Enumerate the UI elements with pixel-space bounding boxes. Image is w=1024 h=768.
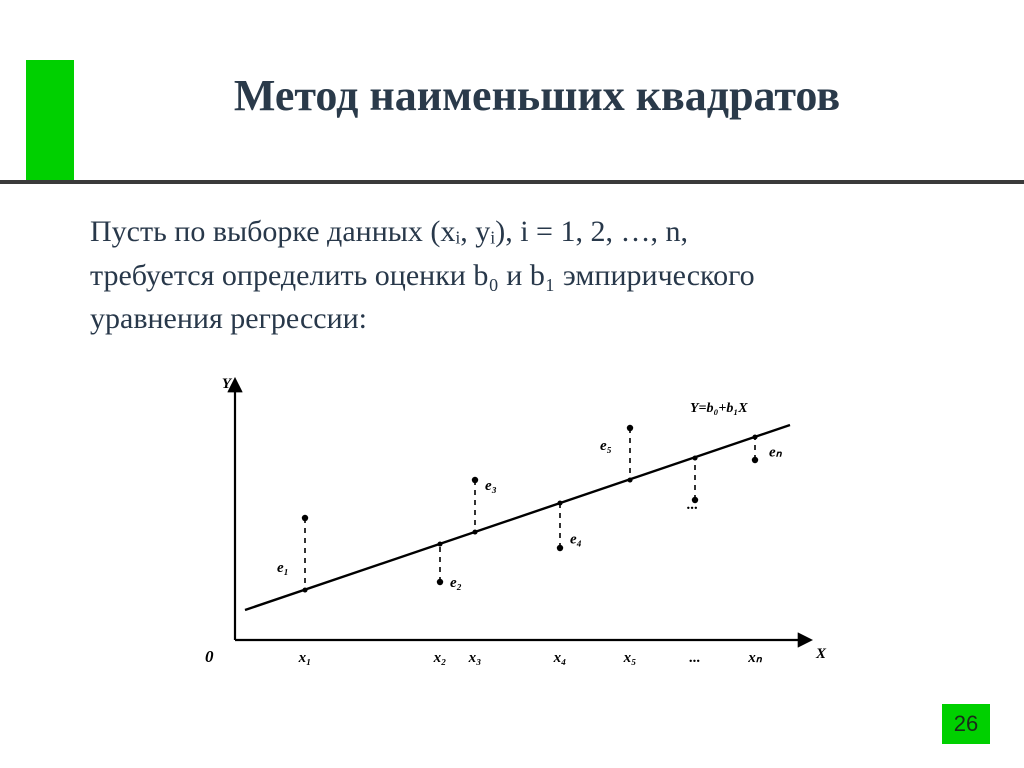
body-text: Пусть по выборке данных (xᵢ, yᵢ), i = 1,… <box>90 210 954 341</box>
slide-title: Метод наименьших квадратов <box>90 70 984 121</box>
body-line-1: Пусть по выборке данных (xᵢ, yᵢ), i = 1,… <box>90 210 954 254</box>
svg-text:X: X <box>815 646 827 662</box>
svg-text:e₁: e₁ <box>277 560 289 576</box>
chart-svg: Y X 0 Y=b₀+b₁X x₁ x₂ x₃ x₄ x₅... xₙ e₁ e₂ e₃ e₄ e₅... e… <box>190 370 830 680</box>
body-line-3: уравнения регрессии: <box>90 297 954 341</box>
svg-text:Y=b₀+b₁X: Y=b₀+b₁X <box>690 401 748 416</box>
horizontal-rule <box>0 180 1024 184</box>
svg-text:x₂: x₂ <box>433 650 447 666</box>
svg-text:eₙ: eₙ <box>769 445 783 461</box>
svg-text:x₅: x₅ <box>623 650 637 666</box>
svg-text:Y: Y <box>222 376 233 392</box>
svg-text:xₙ: xₙ <box>747 650 763 666</box>
svg-text:e₂: e₂ <box>450 575 462 591</box>
svg-text:e₄: e₄ <box>570 532 582 548</box>
slide: Метод наименьших квадратов Пусть по выбо… <box>0 0 1024 768</box>
body-line-2: требуется определить оценки b₀ и b₁ эмпи… <box>90 254 954 298</box>
svg-text:e₃: e₃ <box>485 478 497 494</box>
accent-box <box>26 60 74 180</box>
svg-text:e₅: e₅ <box>600 438 612 454</box>
svg-text:x₃: x₃ <box>468 650 482 666</box>
svg-text:x₁: x₁ <box>298 650 312 666</box>
page-number: 26 <box>942 704 990 744</box>
svg-text:0: 0 <box>205 647 214 666</box>
svg-text:...: ... <box>689 650 700 666</box>
svg-text:...: ... <box>687 497 698 513</box>
regression-chart: Y X 0 Y=b₀+b₁X x₁ x₂ x₃ x₄ x₅... xₙ e₁ e₂ e₃ e₄ e₅... e… <box>190 370 830 680</box>
svg-text:x₄: x₄ <box>553 650 567 666</box>
